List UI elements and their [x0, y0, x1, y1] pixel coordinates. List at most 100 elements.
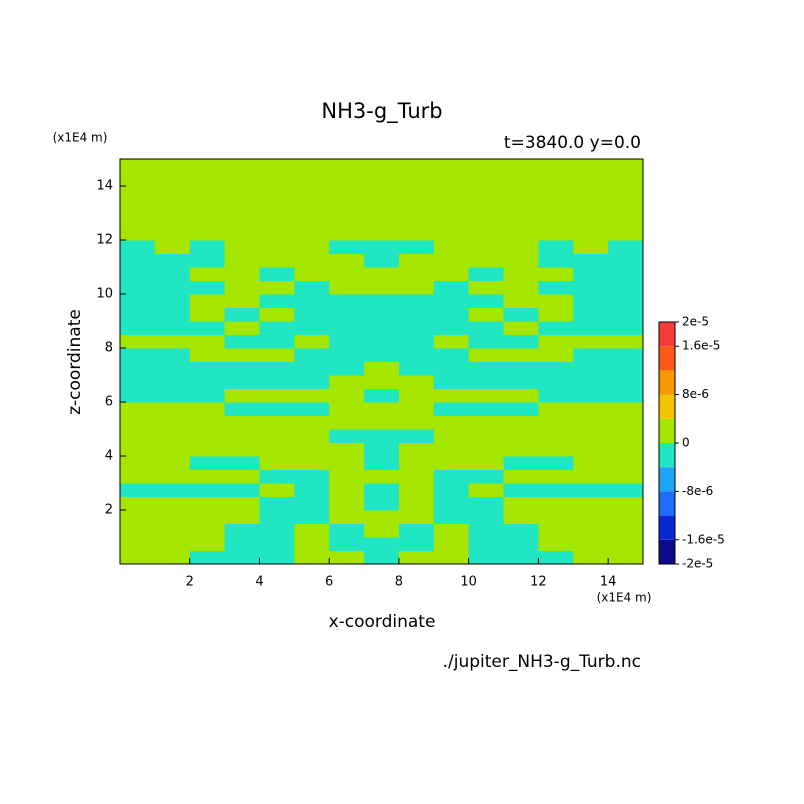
contour-cell — [329, 456, 365, 470]
contour-cell — [468, 267, 505, 281]
contour-cell — [120, 375, 156, 389]
contour-cell — [503, 226, 539, 241]
contour-cell — [398, 321, 435, 335]
contour-cell — [538, 510, 574, 524]
contour-cell — [573, 348, 609, 362]
contour-cell — [468, 375, 505, 389]
contour-cell — [259, 321, 295, 335]
contour-cell — [433, 429, 470, 443]
plot-frame — [119, 158, 644, 565]
contour-cell — [189, 226, 226, 241]
contour-cell — [573, 253, 609, 268]
x-tick-label: 10 — [460, 575, 477, 590]
contour-cell — [538, 550, 574, 565]
contour-cell — [468, 483, 505, 497]
contour-cell — [120, 442, 156, 457]
contour-cell — [259, 199, 295, 214]
contour-cell — [259, 348, 295, 362]
contour-cell — [364, 510, 400, 524]
contour-cell — [433, 334, 470, 349]
colorbar-tick-label: -2e-5 — [682, 557, 713, 571]
contour-cell — [433, 307, 470, 322]
contour-cell — [433, 240, 470, 254]
contour-cell — [224, 240, 260, 254]
contour-cell — [503, 186, 539, 200]
contour-cell — [364, 537, 400, 551]
contour-cell — [189, 280, 226, 295]
contour-cell — [224, 253, 260, 268]
contour-cell — [154, 483, 191, 497]
colorbar-bin — [659, 322, 675, 347]
contour-cell — [573, 361, 609, 376]
contour-cell — [329, 523, 365, 538]
colorbar-bin — [659, 418, 675, 443]
contour-cell — [573, 483, 609, 497]
axes: 2 4 6 8 10 12 14 2 4 6 8 10 12 14 2e-5 1.6e-5 8e-6 0 -8e-6… — [96, 158, 725, 590]
contour-cell — [224, 402, 260, 416]
contour-cell — [573, 307, 609, 322]
contour-cell — [154, 267, 191, 281]
colorbar-tick-label: 1.6e-5 — [682, 339, 720, 353]
colorbar-bin — [659, 346, 675, 371]
contour-cell — [573, 159, 609, 173]
contour-cell — [364, 456, 400, 470]
contour-cell — [503, 415, 539, 430]
contour-cell — [398, 402, 435, 416]
contour-cell — [224, 456, 260, 470]
contour-cell — [294, 294, 330, 308]
contour-cell — [294, 307, 330, 322]
contour-cell — [398, 388, 435, 403]
contour-cell — [259, 186, 295, 200]
contour-cell — [573, 321, 609, 335]
contour-cell — [329, 172, 365, 187]
x-tick-label: 14 — [600, 575, 617, 590]
contour-cell — [468, 510, 505, 524]
contour-cell — [468, 226, 505, 241]
contour-cell — [259, 159, 295, 173]
contour-cell — [364, 496, 400, 511]
contour-cell — [468, 442, 505, 457]
contour-cell — [608, 186, 644, 200]
contour-cell — [120, 280, 156, 295]
contour-cell — [294, 159, 330, 173]
contour-cell — [468, 159, 505, 173]
contour-cell — [294, 388, 330, 403]
contour-cell — [538, 186, 574, 200]
contour-cell — [224, 442, 260, 457]
contour-cell — [364, 253, 400, 268]
contour-cell — [294, 523, 330, 538]
contour-cell — [120, 510, 156, 524]
contour-cell — [538, 226, 574, 241]
contour-cell — [608, 442, 644, 457]
contour-cell — [259, 240, 295, 254]
contour-cell — [224, 483, 260, 497]
contour-cell — [154, 186, 191, 200]
contour-cell — [503, 442, 539, 457]
contour-cell — [503, 523, 539, 538]
contour-cell — [398, 240, 435, 254]
contour-cell — [538, 267, 574, 281]
contour-cell — [120, 402, 156, 416]
contour-cell — [224, 159, 260, 173]
contour-cell — [468, 199, 505, 214]
contour-cell — [120, 456, 156, 470]
contour-cell — [364, 213, 400, 227]
contour-cell — [294, 483, 330, 497]
contour-cell — [364, 429, 400, 443]
contour-cell — [189, 550, 226, 565]
contour-cell — [154, 496, 191, 511]
contour-cell — [294, 226, 330, 241]
contour-cell — [154, 388, 191, 403]
contour-cell — [329, 496, 365, 511]
contour-cell — [503, 294, 539, 308]
contour-cell — [259, 442, 295, 457]
contour-cell — [189, 402, 226, 416]
contour-cell — [398, 375, 435, 389]
contour-cell — [468, 280, 505, 295]
contour-cell — [120, 294, 156, 308]
contour-cell — [433, 496, 470, 511]
contour-cell — [294, 253, 330, 268]
contour-cell — [433, 510, 470, 524]
contour-cell — [154, 334, 191, 349]
contour-cell — [398, 550, 435, 565]
